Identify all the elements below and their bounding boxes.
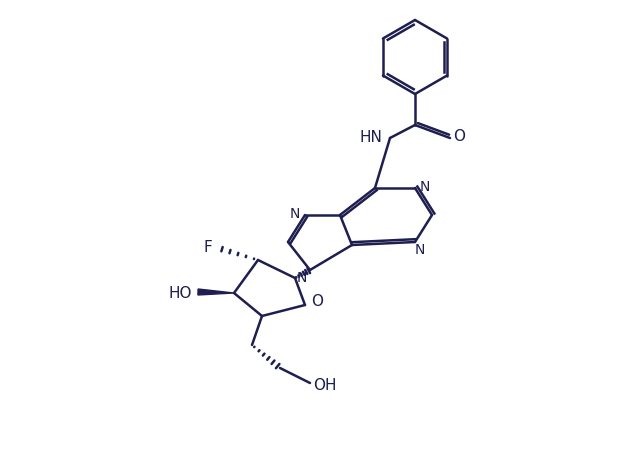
Text: HN: HN [360, 130, 383, 144]
Text: F: F [204, 240, 212, 254]
Text: O: O [311, 295, 323, 310]
Text: OH: OH [313, 378, 337, 393]
Polygon shape [198, 289, 234, 295]
Text: HO: HO [168, 285, 192, 300]
Text: N: N [290, 207, 300, 221]
Text: O: O [453, 128, 465, 143]
Text: N: N [297, 271, 307, 285]
Text: N: N [415, 243, 425, 257]
Text: N: N [420, 180, 430, 194]
